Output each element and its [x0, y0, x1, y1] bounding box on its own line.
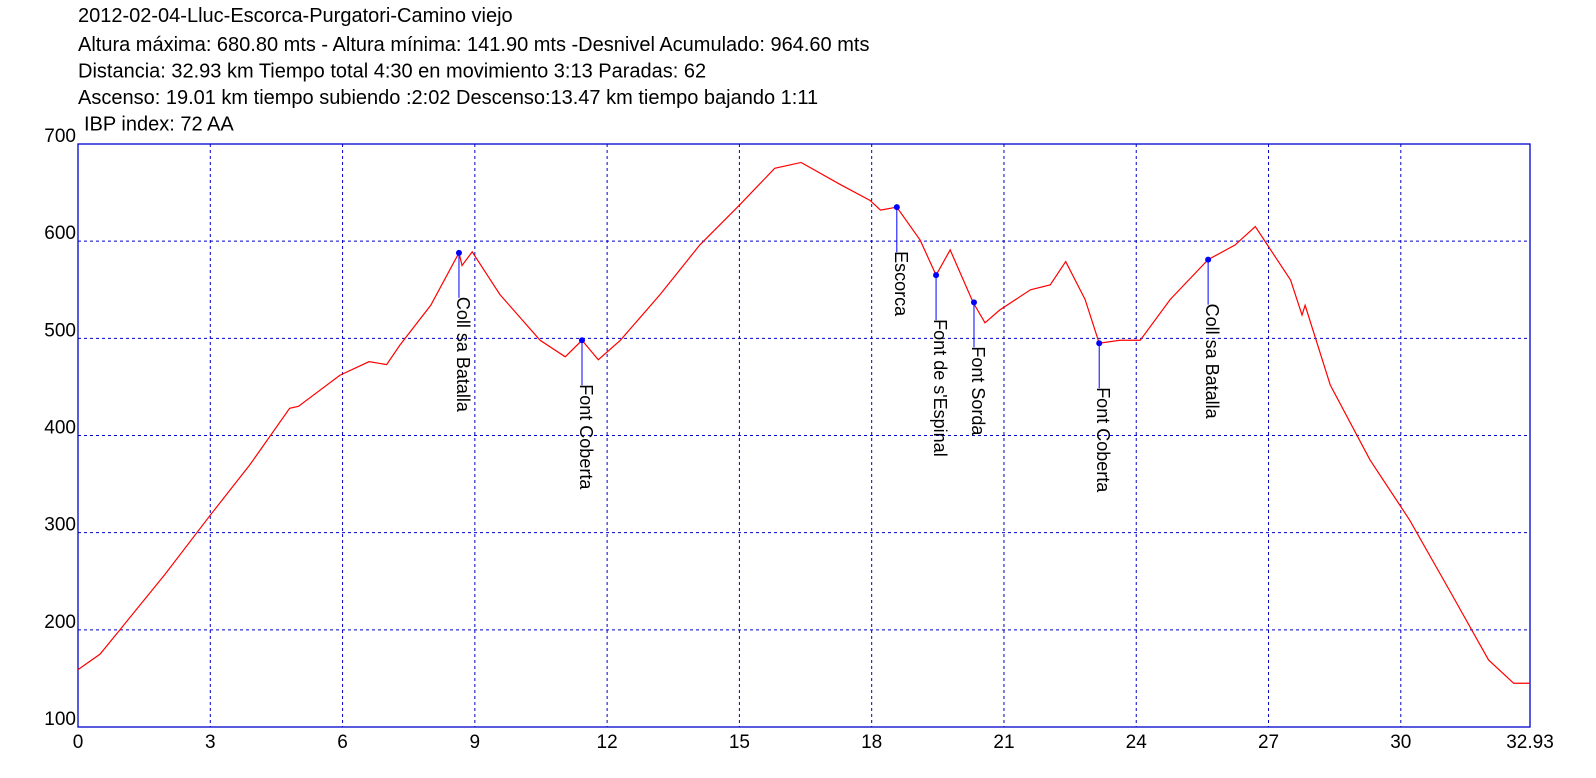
x-tick-label: 32.93 — [1506, 732, 1554, 753]
x-tick-label: 30 — [1390, 732, 1411, 753]
waypoint — [970, 299, 977, 306]
subtitle: IBP index: 72 AA — [84, 114, 234, 136]
y-tick-label: 400 — [44, 418, 76, 439]
x-tick-label: 24 — [1126, 732, 1148, 753]
waypoint — [1205, 256, 1212, 263]
subtitle: Altura máxima: 680.80 mts - Altura mínim… — [78, 34, 869, 56]
y-tick-label: 100 — [44, 709, 76, 730]
annotation-label: Font Sorda — [968, 346, 988, 436]
y-tick-label: 300 — [44, 515, 76, 536]
y-tick-label: 700 — [44, 126, 76, 147]
x-tick-label: 27 — [1258, 732, 1279, 753]
annotation-label: Coll sa Batalla — [1202, 304, 1222, 420]
waypoint — [933, 272, 940, 279]
x-tick-label: 9 — [470, 732, 481, 753]
elevation-line — [77, 161, 1530, 684]
x-tick-label: 0 — [73, 732, 84, 753]
chart-title: 2012-02-04-Lluc-Escorca-Purgatori-Camino… — [78, 5, 513, 27]
annotation-label: Coll sa Batalla — [453, 297, 473, 413]
y-tick-label: 600 — [44, 223, 76, 244]
subtitle: Ascenso: 19.01 km tiempo subiendo :2:02 … — [78, 87, 818, 109]
x-tick-label: 12 — [597, 732, 618, 753]
annotation-label: Font Coberta — [1093, 387, 1113, 493]
x-tick-label: 3 — [205, 732, 216, 753]
waypoint — [1096, 340, 1103, 347]
subtitle: Distancia: 32.93 km Tiempo total 4:30 en… — [78, 61, 706, 83]
x-tick-label: 18 — [861, 732, 882, 753]
x-tick-label: 15 — [729, 732, 750, 753]
annotation-label: Font de s'Espinal — [930, 319, 950, 457]
annotation-label: Font Coberta — [576, 384, 596, 490]
annotation-label: Escorca — [891, 251, 911, 317]
plot-frame — [77, 143, 1531, 728]
waypoint — [455, 249, 462, 256]
y-tick-label: 200 — [44, 612, 76, 633]
waypoint — [578, 337, 585, 344]
x-tick-label: 21 — [993, 732, 1014, 753]
y-tick-label: 500 — [44, 320, 76, 341]
waypoint — [893, 204, 900, 211]
x-tick-label: 6 — [337, 732, 348, 753]
